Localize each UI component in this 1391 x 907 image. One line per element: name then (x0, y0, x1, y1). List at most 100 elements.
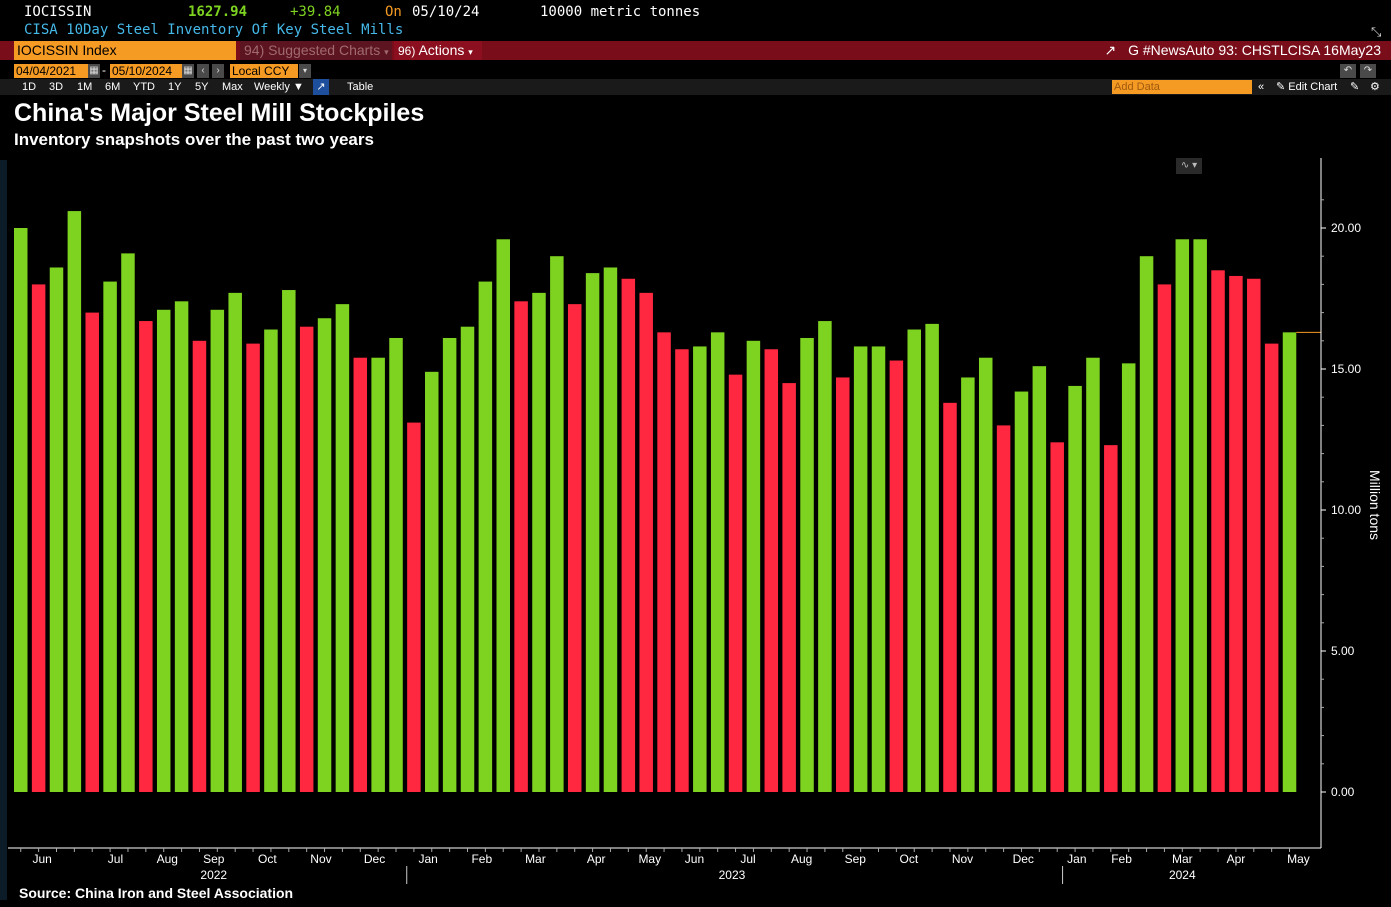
month-label: May (638, 852, 661, 866)
month-label: Mar (525, 852, 546, 866)
y-tick-label: 5.00 (1331, 644, 1355, 658)
month-label: Feb (471, 852, 492, 866)
bar (121, 253, 135, 792)
bar (282, 290, 296, 792)
month-label: Oct (258, 852, 277, 866)
bar (139, 321, 153, 792)
edit-chart-label: Edit Chart (1288, 81, 1338, 93)
bar (871, 346, 886, 792)
month-label: Dec (1013, 852, 1034, 866)
month-label: Jun (33, 852, 52, 866)
bar (353, 357, 368, 792)
bar (407, 422, 421, 792)
bar (836, 377, 850, 792)
month-label: Apr (1227, 852, 1246, 866)
actions-button[interactable]: 96) Actions ▾ (394, 41, 482, 60)
month-label: Dec (364, 852, 385, 866)
actions-num: 96) (398, 44, 416, 58)
bar (317, 318, 332, 792)
chevron-down-icon[interactable]: ▾ (299, 64, 311, 78)
source-note: Source: China Iron and Steel Association (19, 885, 294, 901)
news-link[interactable]: ↗ G #NewsAuto 93: CHSTLCISA 16May23 (1104, 41, 1381, 60)
year-label: 2023 (719, 868, 746, 882)
ticker-symbol[interactable]: IOCISSIN (24, 4, 92, 20)
bar (961, 377, 975, 792)
period-6m[interactable]: 6M (105, 81, 121, 93)
security-description: CISA 10Day Steel Inventory Of Key Steel … (24, 22, 404, 38)
y-axis-label: Million tons (1367, 470, 1383, 540)
calendar-icon[interactable]: ▦ (182, 64, 194, 78)
bars-group (14, 211, 1297, 793)
bar (1068, 385, 1082, 792)
bar (371, 357, 385, 792)
edit-chart-button[interactable]: ✎ Edit Chart (1276, 79, 1337, 95)
chart-type-menu[interactable]: ∿ ▾ (1176, 158, 1202, 174)
bar (1211, 270, 1225, 792)
bar (1264, 343, 1279, 792)
month-label: Nov (310, 852, 331, 866)
date-dash: - (102, 63, 106, 77)
start-date-input[interactable]: 04/04/2021 (14, 64, 88, 78)
bar (639, 292, 653, 792)
period-1d[interactable]: 1D (22, 81, 37, 93)
bar-chart: 0.00 5.00 10.00 15.00 20.00 Million tons Jun Ju… (8, 158, 1383, 884)
frequency-select[interactable]: Weekly ▼ (254, 79, 304, 95)
bar (925, 323, 939, 792)
period-1y[interactable]: 1Y (168, 81, 182, 93)
bar (907, 329, 921, 792)
period-3d[interactable]: 3D (49, 81, 64, 93)
resize-icon[interactable]: ⤡ (1371, 24, 1382, 39)
quote-date: 05/10/24 (412, 4, 480, 20)
calendar-icon[interactable]: ▦ (88, 64, 100, 78)
bar (335, 304, 350, 792)
bar (1139, 256, 1154, 792)
period-max[interactable]: Max (222, 81, 243, 93)
bar (1104, 445, 1118, 792)
bar (103, 281, 117, 792)
month-label: Nov (952, 852, 973, 866)
bar (603, 267, 618, 793)
period-ytd[interactable]: YTD (133, 81, 155, 93)
y-tick-label: 10.00 (1331, 503, 1361, 517)
bar (889, 360, 904, 792)
collapse-icon[interactable]: « (1258, 81, 1265, 93)
bar (1282, 332, 1297, 792)
prev-arrow-icon[interactable]: ‹ (197, 64, 209, 78)
currency-select[interactable]: Local CCY (230, 64, 298, 78)
bar (67, 211, 82, 792)
chevron-down-icon: ▾ (468, 47, 473, 57)
add-data-input[interactable]: Add Data (1112, 80, 1252, 94)
bar (728, 374, 743, 792)
gear-icon[interactable]: ⚙ (1370, 81, 1380, 93)
period-1m[interactable]: 1M (77, 81, 93, 93)
month-label: Feb (1111, 852, 1132, 866)
period-5y[interactable]: 5Y (195, 81, 209, 93)
table-button[interactable]: Table (347, 81, 374, 93)
bar (1086, 357, 1100, 792)
chart-title: China's Major Steel Mill Stockpiles (14, 99, 425, 127)
chevron-down-icon: ▼ (292, 81, 304, 93)
month-label: Jan (1067, 852, 1086, 866)
undo-icon[interactable]: ↶ (1340, 64, 1356, 78)
suggested-charts-button[interactable]: 94) Suggested Charts ▾ (240, 41, 392, 60)
bar (31, 284, 46, 792)
bar (496, 239, 510, 792)
bar (800, 337, 814, 792)
bar (693, 346, 707, 792)
next-arrow-icon[interactable]: › (212, 64, 224, 78)
redo-icon[interactable]: ↷ (1360, 64, 1376, 78)
bar (657, 332, 671, 792)
command-bar: IOCISSIN Index 94) Suggested Charts ▾ 96… (0, 41, 1391, 60)
line-chart-icon[interactable]: ↗ (313, 79, 329, 95)
bar (1121, 363, 1136, 792)
y-tick-label: 0.00 (1331, 785, 1355, 799)
security-field[interactable]: IOCISSIN Index (14, 41, 236, 60)
end-date-input[interactable]: 05/10/2024 (110, 64, 182, 78)
last-price: 1627.94 (188, 4, 248, 20)
annotate-icon[interactable]: ✎ (1350, 81, 1360, 93)
frequency-label: Weekly (254, 81, 290, 93)
suggested-num: 94) (244, 42, 265, 58)
bar (585, 273, 600, 792)
bar (746, 340, 761, 792)
news-label: G #NewsAuto 93: CHSTLCISA 16May23 (1128, 42, 1381, 58)
